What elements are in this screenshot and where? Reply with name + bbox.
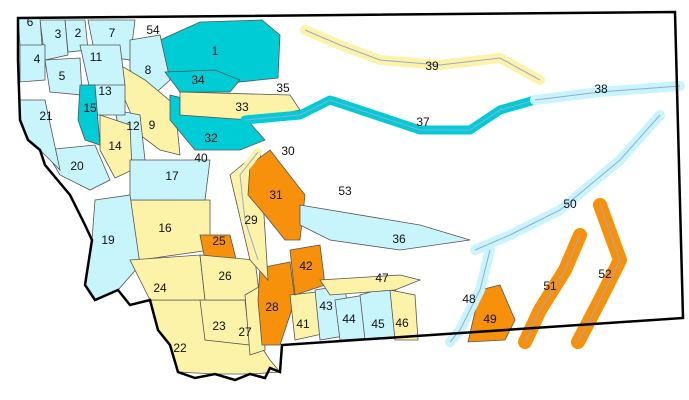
region-label-25: 25 [212,234,226,248]
river-line [474,114,661,251]
region-label-12: 12 [126,119,140,133]
region-31 [247,149,306,241]
region-label-41: 41 [296,317,310,331]
region-46 [389,289,419,341]
region-39-corridor [300,25,545,85]
river-line [304,29,541,81]
region-label-15: 15 [83,101,97,115]
region-label-21: 21 [39,109,53,123]
region-label-39: 39 [425,59,439,73]
region-label-33: 33 [235,100,249,114]
region-label-43: 43 [319,299,333,313]
region-label-26: 26 [218,269,232,283]
region-label-23: 23 [212,319,226,333]
region-label-2: 2 [75,26,82,40]
region-47 [319,274,422,296]
river-line [244,99,536,131]
region-label-3: 3 [55,27,62,41]
river-line [449,249,491,343]
region-label-13: 13 [98,84,112,98]
region-label-20: 20 [70,159,84,173]
region-label-40: 40 [194,151,208,165]
region-label-46: 46 [395,316,409,330]
region-28 [257,261,296,346]
region-17 [129,159,211,201]
river-line [534,85,681,101]
region-label-29: 29 [244,213,258,227]
region-label-50: 50 [563,197,577,211]
region-label-30: 30 [281,144,295,158]
region-24 [129,254,206,301]
region-label-48: 48 [462,292,476,306]
region-9 [119,64,181,156]
region-4 [19,39,46,83]
region-label-17: 17 [165,169,179,183]
region-label-9: 9 [149,118,156,132]
region-label-7: 7 [109,26,116,40]
region-label-4: 4 [34,52,41,66]
region-label-34: 34 [191,73,205,87]
region-15 [77,84,101,146]
region-label-27: 27 [238,325,252,339]
region-label-49: 49 [483,312,497,326]
region-label-44: 44 [342,312,356,326]
region-label-42: 42 [299,259,313,273]
region-label-37: 37 [416,115,430,129]
region-label-19: 19 [101,233,115,247]
region-label-51: 51 [543,279,557,293]
region-label-54: 54 [146,23,160,37]
region-label-38: 38 [594,82,608,96]
region-label-8: 8 [145,63,152,77]
region-36 [299,204,471,251]
river-line [577,204,621,343]
region-label-53: 53 [338,184,352,198]
river-line [524,234,581,343]
region-label-5: 5 [59,69,66,83]
region-label-47: 47 [375,271,389,285]
region-label-16: 16 [158,221,172,235]
region-label-32: 32 [204,131,218,145]
region-label-1: 1 [212,44,219,58]
region-label-31: 31 [269,188,283,202]
region-label-36: 36 [392,232,406,246]
region-19 [84,194,141,301]
region-20 [44,144,111,191]
region-34 [164,69,241,93]
region-label-14: 14 [108,139,122,153]
region-label-24: 24 [153,281,167,295]
region-50-corridor [470,110,665,255]
region-label-35: 35 [276,81,290,95]
region-label-22: 22 [173,341,187,355]
region-label-6: 6 [27,15,34,29]
region-label-11: 11 [90,50,103,64]
region-label-28: 28 [265,300,279,314]
state-border [16,10,685,382]
region-label-45: 45 [371,317,385,331]
region-label-52: 52 [598,267,612,281]
river-line [239,151,259,261]
